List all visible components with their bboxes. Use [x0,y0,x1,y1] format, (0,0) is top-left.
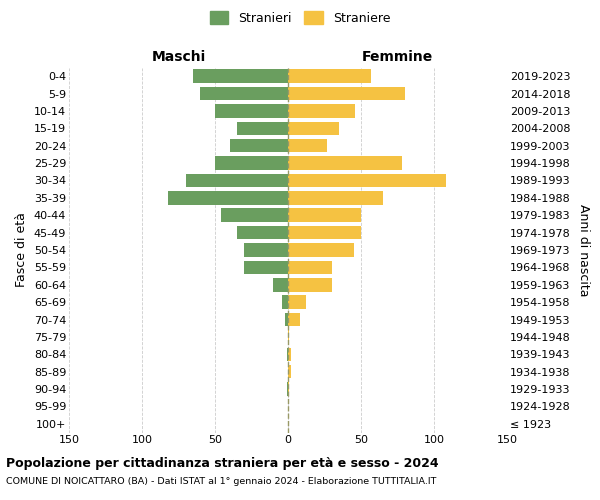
Bar [288,226,361,239]
Bar [288,104,355,118]
Bar [288,260,332,274]
Bar [288,278,332,291]
Bar [288,191,383,204]
Bar [215,156,288,170]
Bar [244,260,288,274]
Bar [186,174,288,188]
Bar [274,278,288,291]
Bar [168,191,288,204]
Bar [288,382,289,396]
Text: Popolazione per cittadinanza straniera per età e sesso - 2024: Popolazione per cittadinanza straniera p… [6,458,439,470]
Bar [288,243,354,257]
Bar [287,348,288,361]
Bar [215,104,288,118]
Bar [193,70,288,83]
Y-axis label: Anni di nascita: Anni di nascita [577,204,590,296]
Bar [288,70,371,83]
Bar [288,330,289,344]
Bar [285,312,288,326]
Bar [288,208,361,222]
Bar [288,87,405,101]
Bar [288,312,299,326]
Text: COMUNE DI NOICATTARO (BA) - Dati ISTAT al 1° gennaio 2024 - Elaborazione TUTTITA: COMUNE DI NOICATTARO (BA) - Dati ISTAT a… [6,478,436,486]
Bar [288,348,291,361]
Bar [288,156,402,170]
Bar [237,226,288,239]
Bar [287,382,288,396]
Bar [282,296,288,309]
Y-axis label: Fasce di età: Fasce di età [15,212,28,288]
Bar [230,139,288,152]
Text: Maschi: Maschi [151,50,206,64]
Bar [288,122,339,135]
Bar [200,87,288,101]
Bar [221,208,288,222]
Bar [288,174,446,188]
Bar [288,296,305,309]
Bar [288,365,291,378]
Bar [288,139,328,152]
Bar [237,122,288,135]
Legend: Stranieri, Straniere: Stranieri, Straniere [209,11,391,25]
Text: Femmine: Femmine [362,50,433,64]
Bar [244,243,288,257]
